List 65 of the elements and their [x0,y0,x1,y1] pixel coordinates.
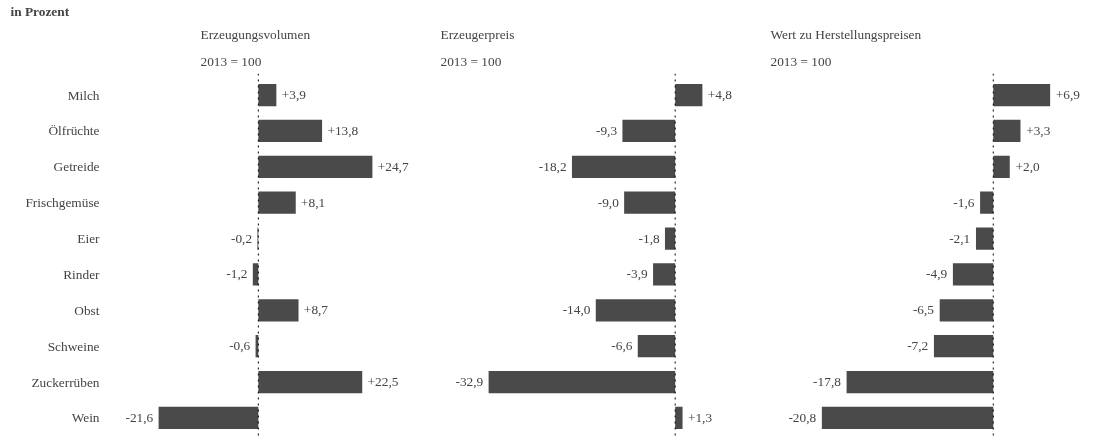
y-tick-label: Schweine [47,338,100,354]
y-tick-label: Rinder [63,266,101,282]
bar [952,263,994,286]
bar [821,406,994,430]
bar [258,155,373,178]
data-label: +3,9 [281,87,307,103]
bar [258,83,277,107]
bar [252,263,259,286]
data-label: -0,6 [229,338,251,354]
bar [158,406,259,430]
y-tick-label: Wein [71,410,100,426]
data-label: -3,9 [626,266,649,282]
data-label: -14,0 [562,302,591,318]
data-label: +13,8 [327,122,359,138]
bar [258,370,363,394]
data-label: -18,2 [538,158,567,174]
data-label: -6,5 [912,302,935,318]
data-label: -32,9 [455,374,484,390]
text: in Prozent [10,3,70,19]
data-label: -21,6 [125,409,154,425]
y-tick-label: Zuckerrüben [31,374,100,390]
data-label: -1,6 [953,194,975,210]
data-label: +8,1 [301,194,326,210]
chart-title: Wert zu Herstellungspreisen [770,26,922,42]
data-label: +22,5 [367,374,399,390]
data-label: -6,6 [611,338,633,354]
data-label: +2,0 [1015,158,1040,174]
bar [980,191,994,214]
data-label: -20,8 [788,409,817,425]
bar [846,370,994,394]
bar [258,299,299,322]
y-tick-label: Milch [67,87,100,103]
data-label: +4,8 [707,87,733,103]
bar [993,119,1021,143]
data-label: -0,2 [230,230,253,246]
data-label: +8,7 [303,302,329,318]
chart-title: Erzeugerpreis [440,26,515,42]
chart-title: Erzeugungsvolumen [200,26,311,42]
y-tick-label: Eier [77,231,101,247]
data-label: +3,3 [1026,122,1051,138]
bar [939,299,994,322]
chart-subtitle: 2013 = 100 [200,53,262,69]
data-label: -1,8 [638,230,660,246]
bar [993,83,1051,107]
bar [258,119,323,143]
data-label: -2,1 [949,230,971,246]
bar [933,335,994,358]
chart-subtitle: 2013 = 100 [440,53,502,69]
y-tick-label: Getreide [53,159,100,175]
data-label: -17,8 [813,374,842,390]
data-label: +24,7 [377,158,409,174]
data-label: -1,2 [226,266,248,282]
data-label: -7,2 [907,338,929,354]
y-tick-label: Frischgemüse [25,195,100,211]
data-label: -9,0 [597,194,620,210]
data-label: -9,3 [595,122,618,138]
y-tick-label: Ölfrüchte [48,123,100,139]
chart-subtitle: 2013 = 100 [770,53,832,69]
data-label: -4,9 [926,266,948,282]
data-label: +6,9 [1055,87,1081,103]
bar [258,191,296,214]
y-tick-label: Obst [74,302,100,318]
data-label: +1,3 [687,409,713,425]
bar [975,227,994,250]
bar [993,155,1010,178]
